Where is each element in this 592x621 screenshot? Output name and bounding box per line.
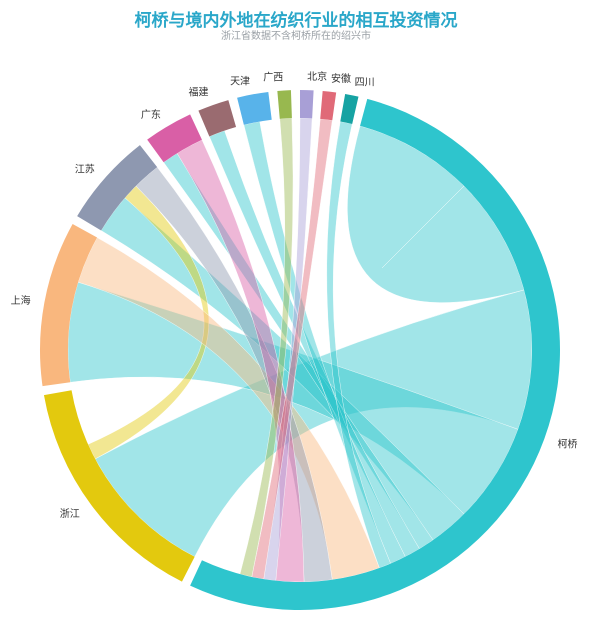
group-arc-11 (340, 93, 359, 124)
group-label-5: 广东 (141, 108, 161, 121)
group-arc-6 (198, 100, 237, 137)
group-label-10: 安徽 (331, 72, 351, 85)
group-label-6: 福建 (189, 86, 209, 99)
chart-title: 柯桥与境内外地在纺织行业的相互投资情况 (134, 11, 458, 31)
group-arc-9 (300, 90, 314, 119)
group-label-4: 江苏 (75, 162, 95, 175)
group-arc-4 (77, 145, 158, 231)
group-arc-7 (237, 91, 272, 125)
group-arc-5 (147, 114, 202, 163)
chart-subtitle: 浙江省数据不含柯桥所在的绍兴市 (221, 31, 371, 42)
ribbon-67ef6865-56db5ddd-7 (326, 121, 391, 569)
group-label-7: 天津 (230, 76, 250, 88)
ribbon-5e7f897f-67ef6865-14 (239, 117, 294, 578)
group-arc-10 (320, 90, 337, 121)
ribbon-4e0a6d77-67ef6865-9 (77, 237, 380, 580)
group-label-8: 广西 (263, 72, 283, 84)
group-arc-8 (277, 90, 292, 119)
ribbon-67ef6865-59296d25-6 (243, 121, 406, 564)
group-label-9: 北京 (307, 70, 327, 83)
group-label-11: 四川 (355, 78, 375, 89)
group-label-3: 上海 (11, 294, 31, 307)
ribbon-6c5f82cf-67ef6865-10 (135, 166, 333, 583)
group-arc-2 (43, 390, 195, 582)
ribbon-67ef6865-798f5efa-5 (209, 130, 420, 557)
group-label-2: 浙江 (60, 508, 80, 520)
ribbon-layer (67, 117, 533, 583)
group-arc-3 (40, 223, 98, 387)
arc-layer (40, 90, 560, 610)
group-label-1: 柯桥 (557, 438, 577, 451)
